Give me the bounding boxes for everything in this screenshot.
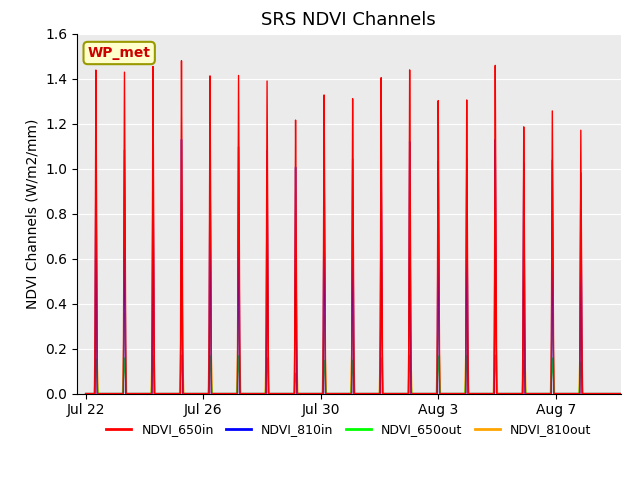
Title: SRS NDVI Channels: SRS NDVI Channels (261, 11, 436, 29)
Text: WP_met: WP_met (88, 46, 150, 60)
Y-axis label: NDVI Channels (W/m2/mm): NDVI Channels (W/m2/mm) (26, 119, 40, 309)
Legend: NDVI_650in, NDVI_810in, NDVI_650out, NDVI_810out: NDVI_650in, NDVI_810in, NDVI_650out, NDV… (101, 419, 596, 441)
